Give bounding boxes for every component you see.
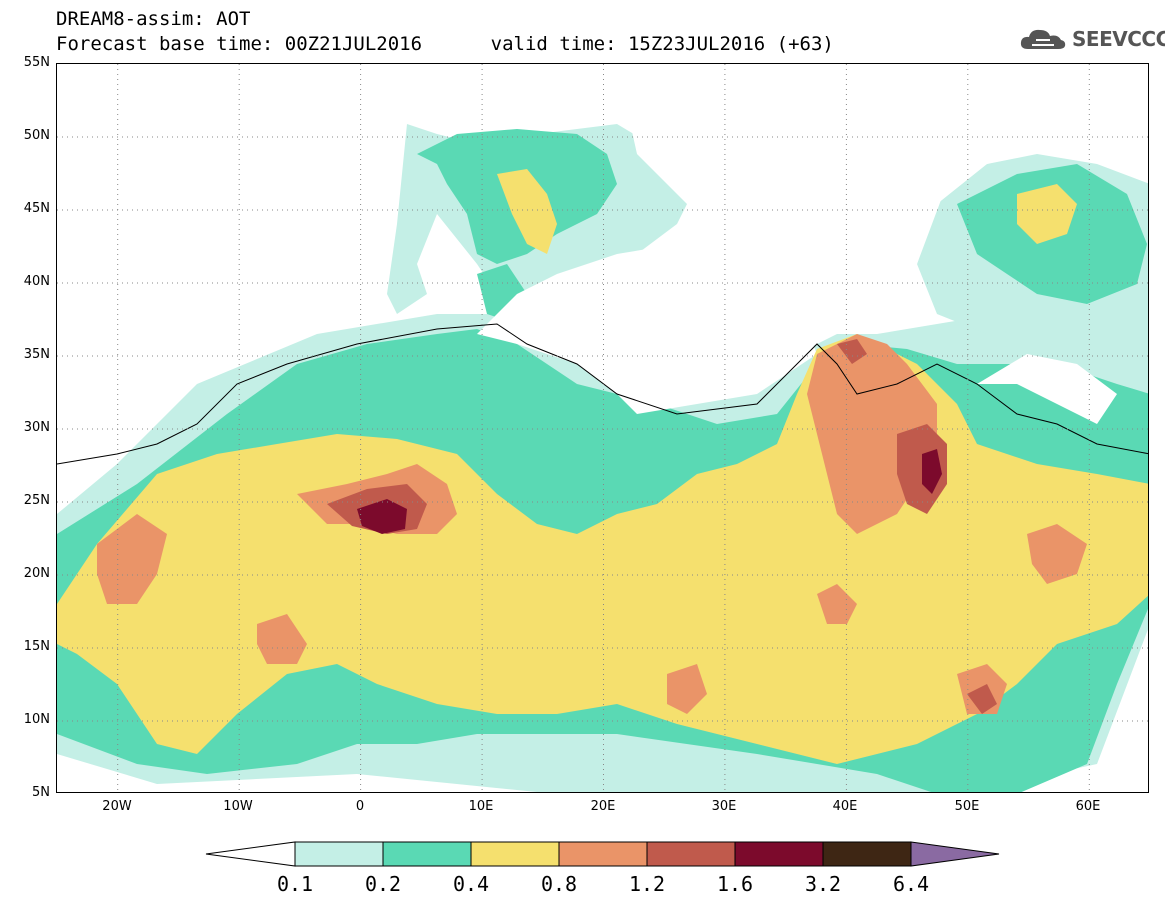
cloud-icon <box>1020 29 1066 49</box>
colorbar-swatch-0.2-0.4 <box>382 841 472 867</box>
lat-label-20n: 20N <box>23 566 50 581</box>
lat-label-30n: 30N <box>23 420 50 435</box>
logo-text: SEEVCCC <box>1072 27 1165 51</box>
colorbar-label-6.4: 6.4 <box>892 872 930 896</box>
lat-label-5n: 5N <box>32 785 50 800</box>
graticule <box>57 64 1148 792</box>
colorbar-label-1.2: 1.2 <box>628 872 666 896</box>
colorbar-upper-arrow <box>910 841 1000 867</box>
colorbar-swatch-1.6-3.2 <box>734 841 824 867</box>
lon-label-10w: 10W <box>223 799 253 814</box>
lat-label-10n: 10N <box>23 712 50 727</box>
forecast-times: Forecast base time: 00Z21JUL2016 valid t… <box>56 33 834 55</box>
colorbar-label-1.6: 1.6 <box>716 872 754 896</box>
colorbar-swatch-3.2-6.4 <box>822 841 912 867</box>
lat-label-50n: 50N <box>23 128 50 143</box>
colorbar-lower-arrow <box>205 841 296 867</box>
lon-label-40e: 40E <box>832 799 858 814</box>
clear-areas <box>57 64 1148 464</box>
lat-label-25n: 25N <box>23 493 50 508</box>
colorbar-label-0.1: 0.1 <box>276 872 314 896</box>
aot-band-1.6 <box>357 449 942 534</box>
lon-label-20e: 20E <box>590 799 616 814</box>
colorbar-swatch-0.1-0.2 <box>294 841 384 867</box>
colorbar-label-0.4: 0.4 <box>452 872 490 896</box>
lon-label-50e: 50E <box>954 799 980 814</box>
lon-label-0: 0 <box>355 799 365 814</box>
coastline <box>57 323 1148 465</box>
lon-label-60e: 60E <box>1075 799 1101 814</box>
seevccc-logo: SEEVCCC <box>1018 24 1165 54</box>
map-title: DREAM8-assim: AOT <box>56 8 251 30</box>
colorbar-swatch-0.4-0.8 <box>470 841 560 867</box>
colorbar-label-0.2: 0.2 <box>364 872 402 896</box>
colorbar-label-3.2: 3.2 <box>804 872 842 896</box>
lon-label-20w: 20W <box>102 799 132 814</box>
aot-field <box>57 64 1148 792</box>
colorbar-swatch-0.8-1.2 <box>558 841 648 867</box>
colorbar-label-0.8: 0.8 <box>540 872 578 896</box>
lat-label-55n: 55N <box>23 55 50 70</box>
lat-label-15n: 15N <box>23 639 50 654</box>
lat-label-45n: 45N <box>23 201 50 216</box>
aot-colorbar <box>205 841 1000 867</box>
aot-map <box>56 63 1149 793</box>
lon-label-10e: 10E <box>468 799 494 814</box>
lat-label-35n: 35N <box>23 347 50 362</box>
lon-label-30e: 30E <box>711 799 737 814</box>
colorbar-swatch-1.2-1.6 <box>646 841 736 867</box>
lat-label-40n: 40N <box>23 274 50 289</box>
